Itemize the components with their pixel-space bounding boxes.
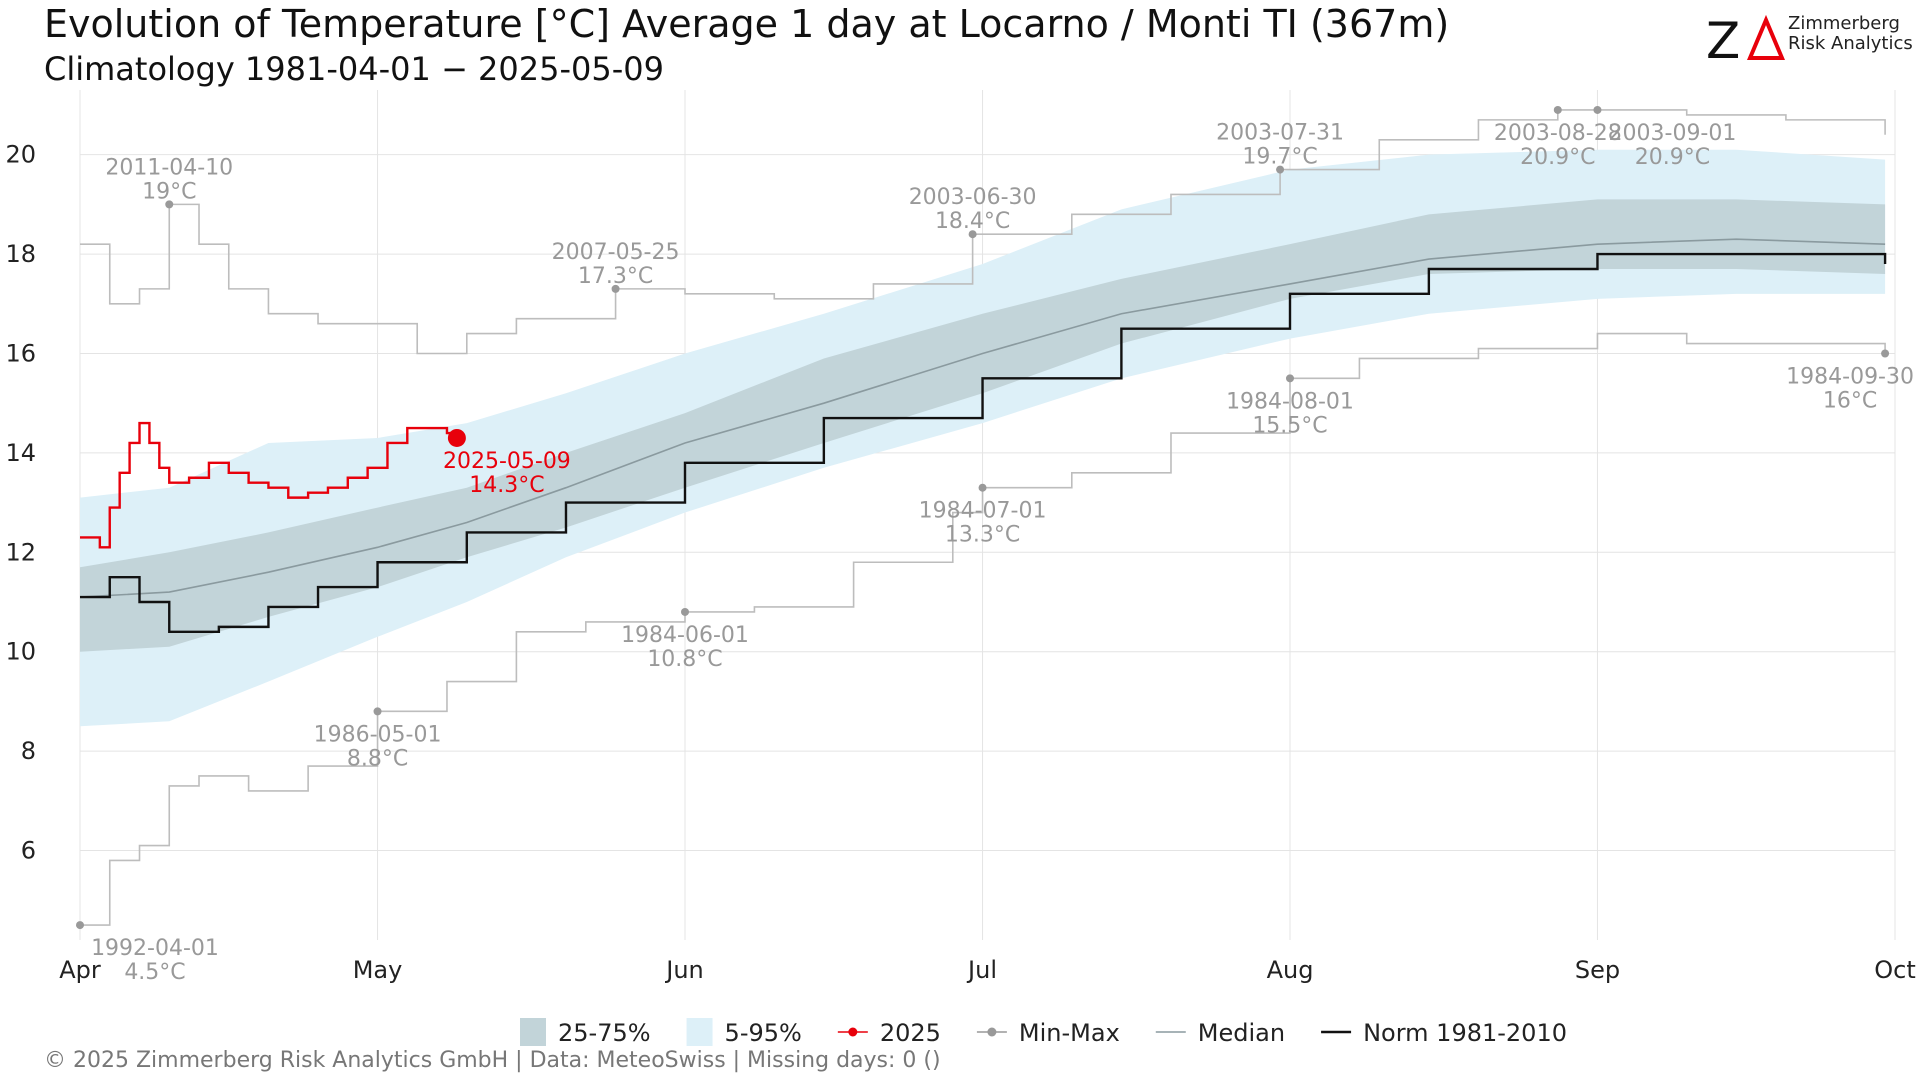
legend-item-median: Median — [1155, 1019, 1285, 1047]
svg-text:Z: Z — [1706, 12, 1740, 66]
annotation-date-label: 1986-05-01 — [314, 722, 442, 747]
band-5-95 — [80, 149, 1886, 727]
series-min-line — [80, 332, 1886, 926]
current-value-point — [447, 428, 466, 447]
extreme-point — [978, 483, 987, 492]
legend-label: 25-75% — [558, 1019, 651, 1047]
annotation-date-label: 2003-08-28 — [1494, 121, 1622, 146]
x-tick-label: Aug — [1267, 956, 1314, 984]
annotation-value-label: 10.8°C — [647, 647, 722, 672]
extreme-point — [1276, 165, 1285, 174]
y-tick-label: 18 — [5, 240, 36, 268]
series-median-line — [79, 238, 1886, 598]
x-tick-label: Oct — [1874, 956, 1916, 984]
legend-swatch — [686, 1018, 713, 1046]
za-logo-icon: Z — [1706, 12, 1786, 70]
legend-dot — [848, 1027, 858, 1037]
y-tick-label: 14 — [5, 439, 36, 467]
extreme-point — [1553, 105, 1562, 114]
axis-labels: 6 8 10 12 14 16 18 20 Apr May Jun Jul Aug Sep Oct — [5, 141, 1915, 984]
x-tick-label: Jun — [664, 956, 704, 984]
chart-title: Evolution of Temperature [°C] Average 1 … — [44, 2, 1450, 46]
legend-label: 2025 — [880, 1019, 941, 1047]
extreme-point — [1286, 374, 1294, 383]
annotation-date-label: 2011-04-10 — [105, 155, 233, 180]
annotation-value-label: 18.4°C — [935, 209, 1010, 234]
legend-item-minmax: Min-Max — [976, 1019, 1120, 1047]
annotation-value-label: 20.9°C — [1520, 145, 1595, 170]
y-tick-label: 16 — [5, 339, 36, 367]
current-date-label: 2025-05-09 — [443, 449, 571, 474]
annotation-date-label: 1984-08-01 — [1226, 389, 1354, 414]
legend-item-band2575: 25-75% — [520, 1018, 651, 1047]
logo-line1: Zimmerberg — [1788, 13, 1900, 34]
legend-label: Median — [1198, 1019, 1285, 1047]
x-tick-label: Sep — [1575, 956, 1620, 984]
series-lines — [79, 109, 1887, 926]
y-tick-label: 12 — [5, 538, 36, 566]
annotation-value-label: 8.8°C — [347, 746, 408, 771]
legend-dot — [987, 1027, 997, 1037]
logo-text: Zimmerberg Risk Analytics — [1788, 14, 1913, 54]
band-25-75 — [80, 199, 1886, 652]
annotation-value-label: 19°C — [142, 179, 196, 204]
y-tick-label: 20 — [5, 141, 36, 169]
extreme-point — [681, 607, 689, 616]
annotation-date-label: 1984-09-30 — [1786, 364, 1914, 389]
extreme-point — [165, 200, 174, 209]
legend-item-norm: Norm 1981-2010 — [1321, 1019, 1567, 1047]
y-tick-label: 10 — [5, 638, 36, 666]
annotation-value-label: 16°C — [1823, 388, 1877, 413]
legend-item-y2025: 2025 — [837, 1019, 941, 1047]
annotation-value-label: 4.5°C — [124, 960, 185, 985]
legend-label: Norm 1981-2010 — [1363, 1019, 1567, 1047]
annotation-value-label: 19.7°C — [1242, 145, 1317, 170]
logo-delta-icon — [1746, 14, 1786, 60]
extreme-point — [611, 284, 620, 293]
series-max-line — [80, 109, 1886, 355]
y-tick-label: 8 — [21, 737, 36, 765]
footer-credit: © 2025 Zimmerberg Risk Analytics GmbH | … — [44, 1048, 941, 1073]
logo-line2: Risk Analytics — [1788, 33, 1913, 54]
annotation-date-label: 2003-06-30 — [909, 185, 1037, 210]
brand-logo: Z Zimmerberg Risk Analytics — [1704, 6, 1913, 70]
annotation-date-label: 1992-04-01 — [91, 936, 219, 961]
series-norm-line — [80, 252, 1887, 634]
annotation-date-label: 1984-06-01 — [621, 623, 749, 648]
legend-label: 5-95% — [725, 1019, 802, 1047]
annotation-value-label: 15.5°C — [1252, 413, 1327, 438]
extreme-point — [76, 921, 84, 930]
chart-legend: 25-75% 5-95% 2025 Min-Max Median Norm 1981-20… — [520, 1018, 1567, 1047]
annotation-date-label: 2007-05-25 — [552, 240, 680, 265]
extreme-point — [1881, 349, 1890, 358]
series-2025-line — [80, 421, 459, 549]
annotation-value-label: 17.3°C — [578, 264, 653, 289]
extreme-point — [1593, 105, 1602, 114]
x-tick-label: Apr — [59, 956, 101, 984]
current-value-label: 14.3°C — [469, 473, 544, 498]
legend-label: Min-Max — [1019, 1019, 1120, 1047]
annotation-date-label: 1984-07-01 — [919, 499, 1047, 524]
annotation-date-label: 2003-09-01 — [1609, 121, 1737, 146]
legend-item-band595: 5-95% — [686, 1018, 802, 1047]
x-tick-label: May — [353, 956, 403, 984]
percentile-bands — [80, 149, 1886, 727]
x-tick-label: Jul — [966, 956, 997, 984]
chart-subtitle: Climatology 1981-04-01 − 2025-05-09 — [44, 50, 665, 88]
legend-swatch — [520, 1018, 546, 1046]
annotation-date-label: 2003-07-31 — [1216, 121, 1344, 146]
extreme-point — [373, 707, 382, 716]
annotation-value-label: 20.9°C — [1635, 145, 1710, 170]
y-tick-label: 6 — [21, 837, 36, 865]
extreme-point — [968, 230, 977, 239]
annotation-value-label: 13.3°C — [945, 523, 1020, 548]
